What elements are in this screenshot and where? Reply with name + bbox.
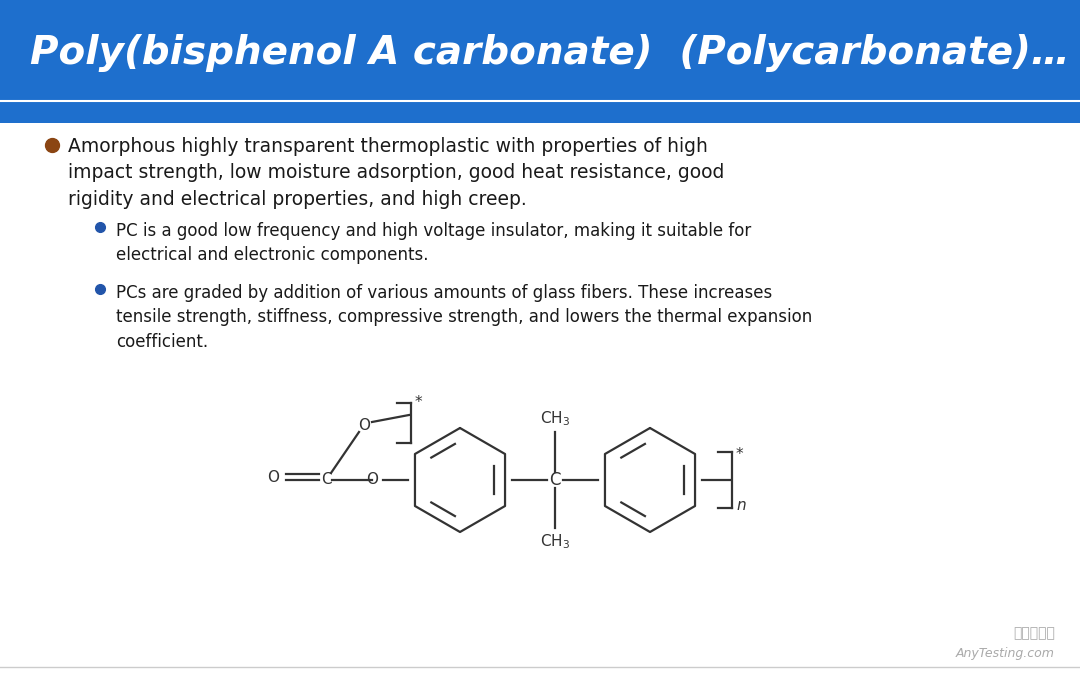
Text: C: C <box>550 471 561 489</box>
Text: PCs are graded by addition of various amounts of glass fibers. These increases
t: PCs are graded by addition of various am… <box>116 284 812 350</box>
Text: CH$_3$: CH$_3$ <box>540 532 570 551</box>
Text: O: O <box>267 470 279 485</box>
Text: n: n <box>735 499 745 514</box>
Text: *: * <box>415 396 422 410</box>
Text: Poly(bisphenol A carbonate)  (Polycarbonate)…: Poly(bisphenol A carbonate) (Polycarbona… <box>30 34 1070 72</box>
Text: AnyTesting.com: AnyTesting.com <box>956 647 1055 659</box>
Text: Amorphous highly transparent thermoplastic with properties of high
impact streng: Amorphous highly transparent thermoplast… <box>68 137 725 209</box>
Text: 嘉峨检测网: 嘉峨检测网 <box>1013 626 1055 640</box>
Text: O: O <box>357 418 370 433</box>
Text: *: * <box>735 446 744 462</box>
Text: C: C <box>321 472 332 487</box>
FancyBboxPatch shape <box>0 0 1080 123</box>
Bar <box>0 0 60 105</box>
Text: CH$_3$: CH$_3$ <box>540 409 570 428</box>
Text: O: O <box>366 472 378 487</box>
Text: PC is a good low frequency and high voltage insulator, making it suitable for
el: PC is a good low frequency and high volt… <box>116 222 752 265</box>
